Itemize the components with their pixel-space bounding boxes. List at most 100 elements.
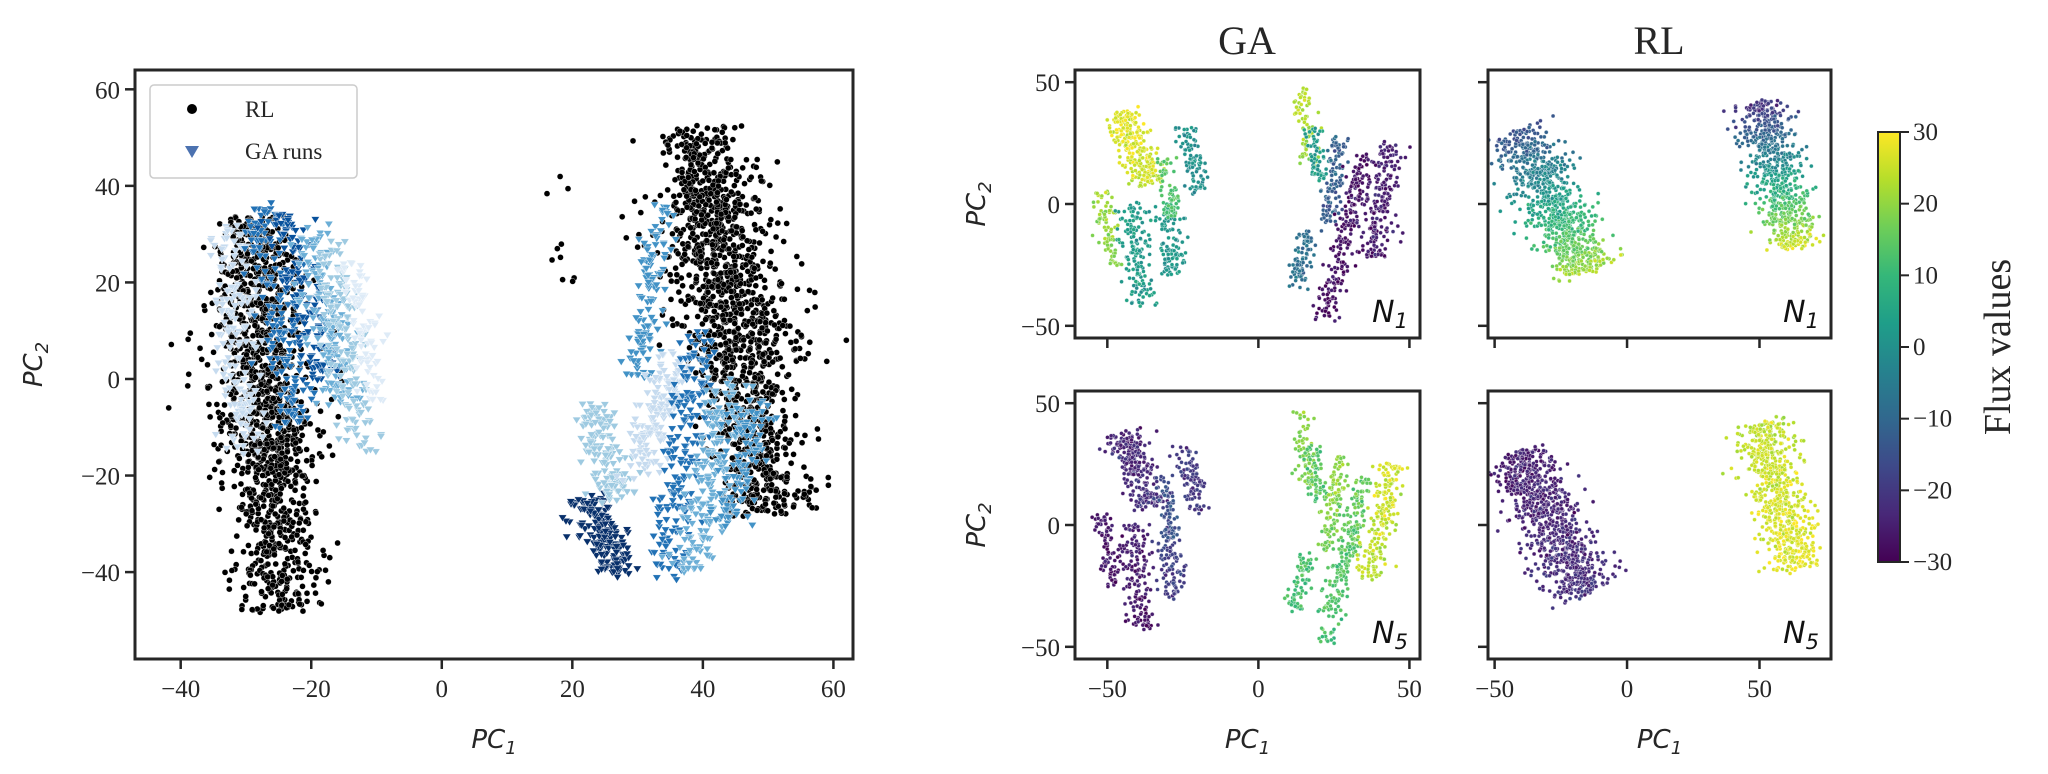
ga-run-point <box>310 216 320 224</box>
rl-point <box>289 519 297 526</box>
rl-point <box>697 265 705 272</box>
rl-point <box>797 355 804 362</box>
rl-point <box>717 303 725 311</box>
rl-point <box>733 223 740 231</box>
rl-point <box>313 478 320 485</box>
rl-point <box>290 499 297 506</box>
rl-point <box>714 150 721 157</box>
rl-point <box>806 287 813 294</box>
ga-run-point <box>676 424 686 433</box>
rl-point <box>752 282 759 289</box>
rl-point <box>308 568 315 575</box>
ga-run-point <box>653 326 663 334</box>
rl-point <box>702 231 710 238</box>
rl-point <box>659 133 667 140</box>
rl-point <box>335 413 342 420</box>
rl-point <box>303 457 310 464</box>
rl-point <box>779 389 786 396</box>
rl-point <box>683 132 690 139</box>
rl-point <box>284 478 292 485</box>
ga-run-point <box>309 390 319 398</box>
rl-point <box>674 250 682 257</box>
rl-point <box>791 491 798 499</box>
rl-point <box>662 161 670 169</box>
rl-point <box>758 296 766 304</box>
rl-point <box>302 518 310 525</box>
rl-point <box>719 129 726 136</box>
rl-point <box>731 182 738 189</box>
rl-point <box>240 584 247 591</box>
rl-point <box>206 413 214 421</box>
rl-point <box>237 480 245 488</box>
rl-point <box>728 227 735 235</box>
y-tick-label: −40 <box>81 560 120 587</box>
ga-run-point <box>577 401 588 409</box>
rl-point <box>204 384 212 392</box>
ga-run-point <box>629 489 639 497</box>
rl-point <box>762 469 770 477</box>
rl-point <box>727 269 734 276</box>
rl-point <box>772 265 779 273</box>
rl-point <box>297 398 305 406</box>
rl-point <box>738 310 745 318</box>
rl-point <box>794 286 801 293</box>
rl-point <box>236 455 243 462</box>
rl-point <box>258 588 265 595</box>
ga-run-point <box>266 199 276 208</box>
rl-point <box>698 211 705 219</box>
rl-point <box>752 226 760 233</box>
rl-point <box>767 487 774 494</box>
ga-run-point <box>576 435 586 443</box>
rl-point <box>257 516 265 523</box>
rl-point <box>278 485 285 492</box>
rl-point <box>682 154 690 161</box>
rl-point <box>334 539 341 547</box>
ga-run-point <box>632 565 642 574</box>
rl-point <box>681 251 688 258</box>
rl-point <box>785 371 792 378</box>
rl-point <box>793 431 801 438</box>
rl-point <box>753 507 761 514</box>
rl-point <box>731 262 739 269</box>
rl-point <box>284 448 291 456</box>
rl-point <box>714 189 721 196</box>
rl-point <box>698 306 705 313</box>
flux-point <box>1113 115 1118 121</box>
ga-run-point <box>661 543 671 551</box>
rl-point <box>300 492 307 500</box>
rl-point <box>240 548 247 555</box>
rl-point <box>257 381 265 388</box>
rl-point <box>739 227 746 234</box>
rl-point <box>783 220 790 227</box>
rl-point <box>279 572 286 579</box>
flux-point <box>1121 125 1126 131</box>
rl-point <box>277 462 284 470</box>
rl-point <box>825 474 832 481</box>
rl-point <box>680 186 688 193</box>
rl-point <box>242 593 249 600</box>
x-tick-label: 0 <box>436 676 449 703</box>
rl-point <box>725 245 733 253</box>
rl-point <box>308 462 316 469</box>
rl-point <box>266 542 273 549</box>
rl-point <box>714 139 721 147</box>
ga-run-point <box>356 262 366 271</box>
rl-point <box>781 396 788 403</box>
rl-point <box>800 463 808 471</box>
rl-point <box>709 293 717 300</box>
rl-point <box>731 214 738 221</box>
ga-run-point <box>324 221 334 229</box>
rl-point <box>318 600 325 608</box>
rl-point <box>264 561 272 568</box>
rl-point <box>823 358 830 365</box>
rl-point <box>798 439 806 446</box>
rl-point <box>699 177 706 185</box>
rl-point <box>736 201 744 208</box>
x-tick-label: 40 <box>690 676 715 703</box>
rl-point <box>711 126 718 133</box>
rl-point <box>548 256 556 264</box>
rl-point <box>723 364 731 371</box>
rl-point <box>238 504 245 511</box>
rl-point <box>781 490 788 497</box>
rl-point <box>732 171 740 178</box>
